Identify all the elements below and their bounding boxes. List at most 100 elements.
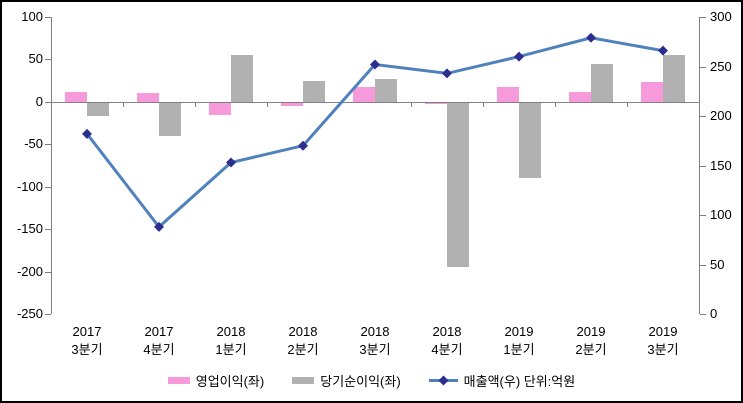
- revenue-point-marker: [658, 45, 668, 56]
- right-axis-tick: [700, 66, 706, 68]
- x-axis-label-year: 2018: [216, 324, 246, 339]
- revenue-point-marker: [298, 140, 308, 151]
- bar-operating-profit: [425, 101, 447, 105]
- left-axis-tick: [45, 314, 51, 315]
- revenue-point-marker: [586, 32, 596, 43]
- x-axis-label-quarter: 4분기: [143, 342, 175, 357]
- x-axis-label-quarter: 1분기: [215, 342, 247, 357]
- x-axis-label-quarter: 3분기: [359, 342, 391, 357]
- bar-net-profit: [159, 101, 181, 136]
- left-axis-tick: [45, 144, 51, 146]
- x-axis-label-year: 2017: [144, 324, 174, 339]
- right-axis-tick-label: 250: [710, 58, 732, 74]
- revenue-line-swatch: [428, 375, 458, 386]
- left-axis-tick-label: 50: [28, 51, 43, 67]
- right-axis-tick-label: 200: [710, 108, 732, 123]
- x-axis-label-quarter: 1분기: [503, 342, 535, 357]
- x-axis-label-year: 2019: [504, 324, 534, 339]
- x-axis-label-year: 2018: [360, 324, 390, 339]
- bar-operating-profit: [353, 87, 375, 102]
- left-axis-tick-label: -150: [16, 221, 43, 237]
- right-axis-tick: [700, 17, 706, 18]
- revenue-point-marker: [370, 59, 380, 70]
- category-axis-tick: [123, 101, 124, 107]
- bar-net-profit: [519, 101, 541, 179]
- diamond-marker-icon: [438, 375, 449, 386]
- right-axis-tick: [700, 264, 706, 266]
- bar-operating-profit: [137, 92, 159, 102]
- right-axis-tick: [700, 116, 706, 117]
- x-axis-label-year: 2019: [576, 324, 606, 339]
- net-profit-swatch: [292, 377, 315, 384]
- bar-operating-profit: [209, 101, 231, 115]
- bar-operating-profit: [281, 101, 303, 107]
- left-axis-tick: [45, 186, 51, 188]
- left-axis-tick-label: -50: [24, 136, 43, 152]
- category-axis-tick: [555, 101, 556, 107]
- left-axis-tick-label: 100: [21, 9, 43, 24]
- right-axis-tick: [700, 314, 706, 315]
- revenue-point-marker: [154, 221, 164, 232]
- category-axis-tick: [267, 101, 268, 107]
- right-axis-tick-label: 150: [710, 157, 732, 173]
- left-axis-tick: [45, 271, 51, 273]
- x-axis-label-quarter: 2분기: [575, 342, 607, 357]
- bar-net-profit: [375, 78, 397, 102]
- left-axis-tick-label: 0: [35, 93, 43, 109]
- bar-operating-profit: [569, 91, 591, 102]
- bar-net-profit: [447, 101, 469, 268]
- right-axis-tick-label: 50: [710, 256, 725, 272]
- legend-item-operating-profit: 영업이익(좌): [167, 371, 265, 390]
- right-axis-tick: [700, 215, 706, 216]
- category-axis-tick: [195, 101, 196, 107]
- right-y-axis-line: [699, 17, 700, 314]
- right-axis-tick: [700, 165, 706, 167]
- left-axis-tick-label: -100: [16, 178, 43, 194]
- x-axis-label-year: 2017: [72, 324, 102, 339]
- bar-operating-profit: [65, 91, 87, 102]
- x-axis-label-quarter: 4분기: [431, 342, 463, 357]
- left-axis-tick-label: -250: [16, 306, 43, 321]
- legend-item-net-profit: 당기순이익(좌): [292, 371, 401, 390]
- category-axis-tick: [411, 101, 412, 107]
- x-axis-label-year: 2019: [648, 324, 678, 339]
- right-axis-tick-label: 0: [710, 306, 718, 321]
- left-axis-tick: [45, 229, 51, 231]
- category-axis-line: [51, 101, 700, 103]
- category-axis-tick: [51, 101, 52, 107]
- operating-profit-swatch: [167, 377, 190, 384]
- right-axis-tick-label: 100: [710, 207, 732, 222]
- x-axis-label-quarter: 2분기: [287, 342, 319, 357]
- revenue-legend-label: 매출액(우) 단위:억원: [463, 374, 576, 389]
- bar-operating-profit: [497, 86, 519, 102]
- revenue-point-marker: [82, 128, 92, 139]
- net-profit-legend-label: 당기순이익(좌): [320, 374, 401, 389]
- bar-net-profit: [87, 101, 109, 117]
- right-axis-tick-label: 300: [710, 9, 732, 24]
- revenue-point-marker: [514, 51, 524, 62]
- x-axis-label-quarter: 3분기: [71, 342, 103, 357]
- operating-profit-legend-label: 영업이익(좌): [195, 374, 265, 389]
- bar-net-profit: [663, 55, 685, 102]
- category-axis-tick: [483, 101, 484, 107]
- category-axis-tick: [699, 101, 700, 107]
- bar-operating-profit: [641, 82, 663, 102]
- x-axis-label-quarter: 3분기: [647, 342, 679, 357]
- category-axis-tick: [627, 101, 628, 107]
- legend: 영업이익(좌) 당기순이익(좌) 매출액(우) 단위:억원: [2, 371, 741, 390]
- revenue-point-marker: [226, 157, 236, 168]
- x-axis-label-year: 2018: [432, 324, 462, 339]
- bar-net-profit: [231, 55, 253, 102]
- left-axis-tick: [45, 59, 51, 61]
- bar-net-profit: [303, 80, 325, 102]
- left-axis-tick: [45, 17, 51, 18]
- x-axis-label-year: 2018: [288, 324, 318, 339]
- revenue-point-marker: [442, 68, 452, 79]
- bar-net-profit: [591, 63, 613, 102]
- left-axis-tick: [45, 101, 51, 103]
- legend-item-revenue: 매출액(우) 단위:억원: [428, 371, 576, 390]
- left-y-axis-line: [51, 17, 52, 314]
